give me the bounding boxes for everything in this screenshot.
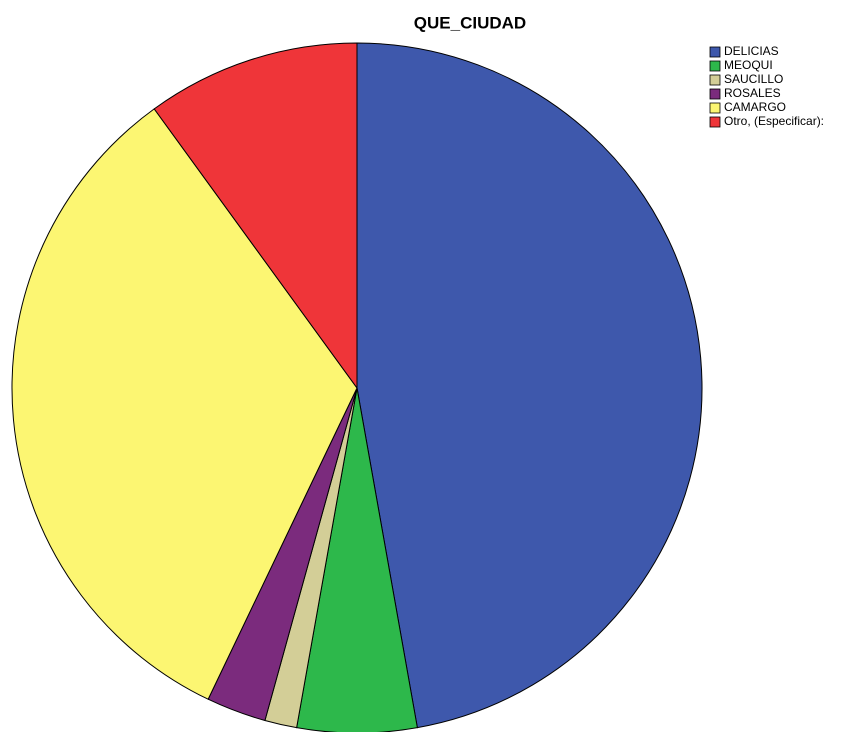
- legend-swatch: [709, 74, 721, 86]
- legend-swatch: [709, 60, 721, 72]
- pie-slice: [153, 42, 358, 390]
- legend-label: Otro, (Especificar):: [724, 114, 824, 128]
- pie-slice: [11, 108, 358, 700]
- legend-swatch: [709, 88, 721, 100]
- legend-swatch: [709, 102, 721, 114]
- legend-swatch: [709, 116, 721, 128]
- chart-title: QUE_CIUDAD: [414, 13, 526, 32]
- pie-slice: [356, 42, 703, 729]
- legend-label: SAUCILLO: [724, 72, 783, 86]
- legend-label: CAMARGO: [724, 100, 786, 114]
- legend-label: DELICIAS: [724, 44, 779, 58]
- legend-label: MEOQUI: [724, 58, 773, 72]
- legend-swatch: [709, 46, 721, 58]
- legend-label: ROSALES: [724, 86, 781, 100]
